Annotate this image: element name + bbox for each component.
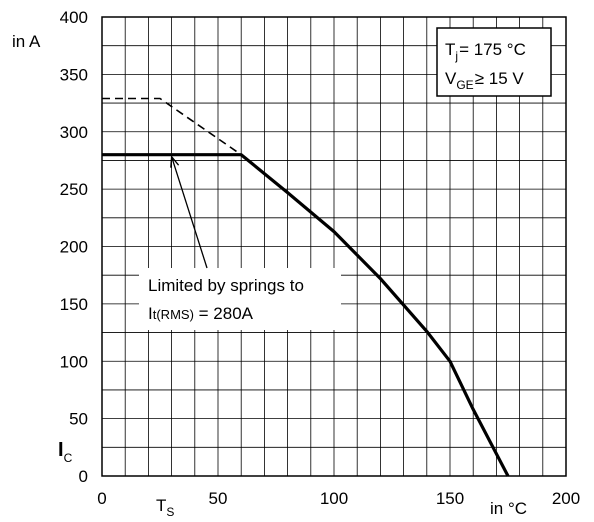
series-line-dashed (102, 97, 242, 156)
series-group (102, 97, 510, 477)
conditions-box-frame (436, 27, 552, 97)
x-tick-label: 100 (320, 489, 348, 508)
annotation-arrow-head (170, 155, 180, 168)
annotation: Limited by springs to It(RMS) = 280A (139, 155, 341, 330)
y-tick-label: 50 (69, 410, 88, 429)
x-tick-label: 150 (436, 489, 464, 508)
plot-border (101, 16, 567, 477)
annotation-line2: It(RMS) = 280A (148, 304, 254, 323)
y-tick-label: 100 (60, 352, 88, 371)
y-tick-label: 250 (60, 180, 88, 199)
x-tick-labels: 0 50 100 150 200 (97, 489, 580, 508)
annotation-line1: Limited by springs to (148, 276, 304, 295)
y-tick-label: 0 (79, 467, 88, 486)
x-tick-label: 50 (209, 489, 228, 508)
x-tick-label: 200 (552, 489, 580, 508)
y-tick-label: 200 (60, 238, 88, 257)
y-tick-label: 150 (60, 295, 88, 314)
annotation-background (139, 268, 341, 330)
y-tick-label: 300 (60, 123, 88, 142)
conditions-box: Tj= 175 °C VGE≥ 15 V (436, 27, 552, 97)
series-line-solid (102, 153, 510, 477)
x-axis-unit-label: in °C (490, 499, 527, 518)
y-axis-symbol: IC (58, 439, 73, 465)
y-axis-unit-label: in A (12, 32, 41, 51)
condition-vge: VGE≥ 15 V (445, 69, 524, 92)
x-tick-label: 0 (97, 489, 106, 508)
y-tick-label: 400 (60, 8, 88, 27)
y-tick-labels: 0 50 100 150 200 250 300 350 400 (60, 8, 88, 486)
y-tick-label: 350 (60, 65, 88, 84)
x-axis-special-label: TS (156, 496, 174, 519)
condition-tj: Tj= 175 °C (445, 40, 526, 63)
annotation-arrow-line (170, 156, 208, 269)
plot-frame (101, 16, 567, 477)
